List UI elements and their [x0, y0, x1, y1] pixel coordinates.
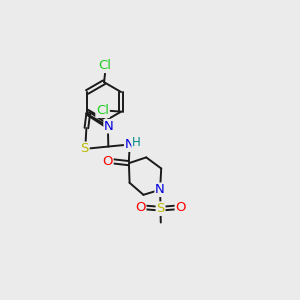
Text: N: N: [155, 183, 165, 196]
Text: O: O: [102, 155, 113, 168]
Text: O: O: [176, 201, 186, 214]
Text: H: H: [132, 136, 141, 149]
Text: S: S: [156, 202, 165, 215]
Text: N: N: [104, 120, 114, 133]
Text: S: S: [81, 142, 89, 155]
Text: Cl: Cl: [99, 59, 112, 72]
Text: O: O: [135, 201, 146, 214]
Text: N: N: [125, 138, 134, 151]
Text: Cl: Cl: [96, 104, 109, 117]
